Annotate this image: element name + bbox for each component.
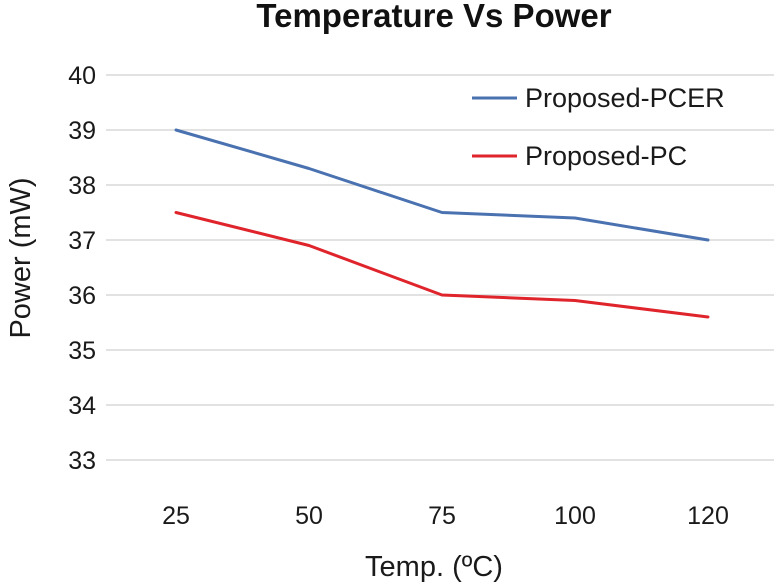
chart-title: Temperature Vs Power — [256, 0, 611, 34]
y-tick-label-34: 34 — [68, 392, 96, 420]
series-lines — [174, 128, 710, 319]
legend-label-2: Proposed-PC — [525, 141, 687, 171]
y-axis-label: Power (mW) — [5, 177, 37, 338]
x-axis-label: Temp. (ºC) — [365, 551, 503, 583]
x-tick-label-75: 75 — [428, 502, 456, 530]
series-line-2 — [174, 211, 710, 319]
y-tick-label-36: 36 — [68, 282, 96, 310]
y-tick-label-35: 35 — [68, 337, 96, 365]
y-axis-ticks: 40 39 38 37 36 35 34 33 — [68, 62, 96, 475]
y-tick-label-39: 39 — [68, 117, 96, 145]
x-tick-label-100: 100 — [554, 502, 596, 530]
x-tick-label-50: 50 — [295, 502, 323, 530]
x-tick-label-120: 120 — [687, 502, 729, 530]
x-axis-ticks: 25 50 75 100 120 — [162, 502, 729, 530]
x-tick-label-25: 25 — [162, 502, 190, 530]
y-tick-label-33: 33 — [68, 447, 96, 475]
legend: Proposed-PCER Proposed-PC — [472, 83, 725, 171]
y-tick-label-38: 38 — [68, 172, 96, 200]
series-line-1 — [174, 128, 710, 242]
y-tick-label-40: 40 — [68, 62, 96, 90]
y-tick-label-37: 37 — [68, 227, 96, 255]
gridlines — [106, 74, 774, 461]
legend-label-1: Proposed-PCER — [525, 83, 725, 113]
